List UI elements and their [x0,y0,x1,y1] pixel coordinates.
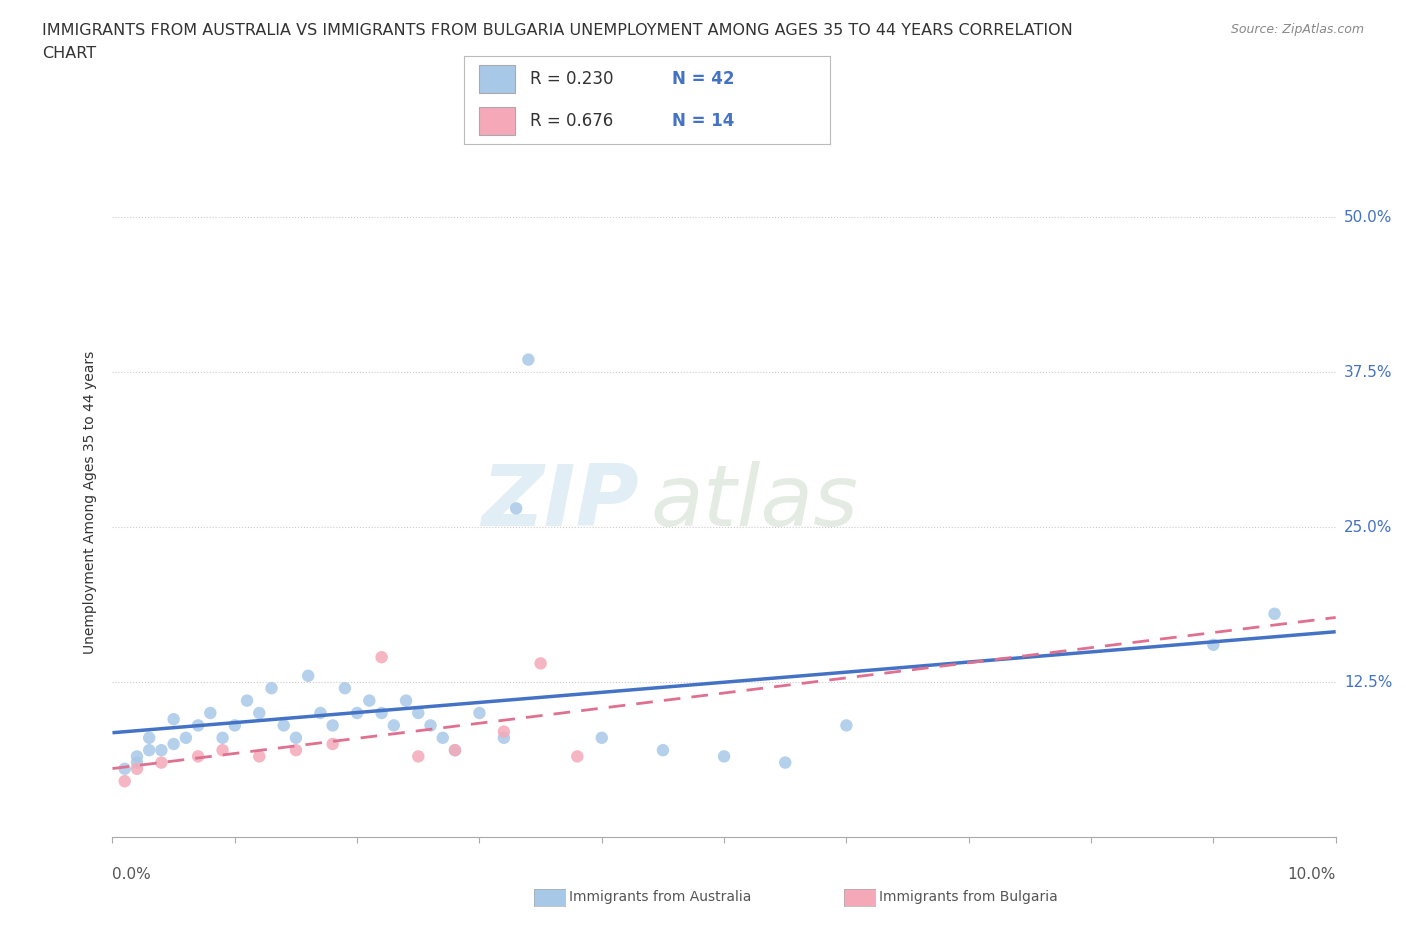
Point [444,743,467,758]
Point [236,693,259,708]
Point [432,730,454,745]
Text: CHART: CHART [42,46,96,61]
Point [408,706,430,721]
Point [200,706,222,721]
Text: Source: ZipAtlas.com: Source: ZipAtlas.com [1230,23,1364,36]
Point [114,774,136,789]
Point [138,730,160,745]
Point [125,755,148,770]
Point [211,730,233,745]
Point [150,743,173,758]
Point [492,730,515,745]
Point [260,681,283,696]
Point [284,743,308,758]
Point [273,718,295,733]
Text: 12.5%: 12.5% [1344,674,1392,689]
Point [444,743,467,758]
Point [468,706,491,721]
Point [408,749,430,764]
Point [567,749,589,764]
Point [591,730,613,745]
Text: Immigrants from Australia: Immigrants from Australia [569,890,752,905]
Text: ZIP: ZIP [481,460,638,544]
Point [1264,606,1286,621]
Point [652,743,675,758]
Point [247,706,270,721]
Text: 37.5%: 37.5% [1344,365,1392,379]
Point [309,706,332,721]
Point [247,749,270,764]
Text: atlas: atlas [651,460,859,544]
Point [297,669,319,684]
Text: 0.0%: 0.0% [112,867,152,883]
Text: 25.0%: 25.0% [1344,520,1392,535]
Text: R = 0.230: R = 0.230 [530,70,613,87]
Point [835,718,858,733]
Point [224,718,246,733]
Point [322,718,344,733]
Point [163,711,186,726]
Point [1202,637,1225,652]
Point [187,749,209,764]
Point [395,693,418,708]
Text: 10.0%: 10.0% [1288,867,1336,883]
Point [370,650,392,665]
Point [359,693,381,708]
Point [138,743,160,758]
Text: IMMIGRANTS FROM AUSTRALIA VS IMMIGRANTS FROM BULGARIA UNEMPLOYMENT AMONG AGES 35: IMMIGRANTS FROM AUSTRALIA VS IMMIGRANTS … [42,23,1073,38]
Text: 50.0%: 50.0% [1344,209,1392,224]
Point [114,762,136,777]
Text: R = 0.676: R = 0.676 [530,113,613,130]
Point [333,681,356,696]
Bar [478,65,515,93]
Bar [478,107,515,136]
Point [163,737,186,751]
Point [517,352,540,367]
Point [284,730,308,745]
Point [187,718,209,733]
Point [211,743,233,758]
Point [150,755,173,770]
Point [492,724,515,739]
Point [125,749,148,764]
Text: Immigrants from Bulgaria: Immigrants from Bulgaria [879,890,1057,905]
Point [713,749,735,764]
Point [505,501,527,516]
Point [125,762,148,777]
Point [322,737,344,751]
Point [382,718,405,733]
Point [530,656,553,671]
Point [419,718,441,733]
Point [775,755,797,770]
Y-axis label: Unemployment Among Ages 35 to 44 years: Unemployment Among Ages 35 to 44 years [83,351,97,654]
Point [346,706,368,721]
Text: N = 42: N = 42 [672,70,735,87]
Text: N = 14: N = 14 [672,113,735,130]
Point [370,706,392,721]
Point [174,730,197,745]
